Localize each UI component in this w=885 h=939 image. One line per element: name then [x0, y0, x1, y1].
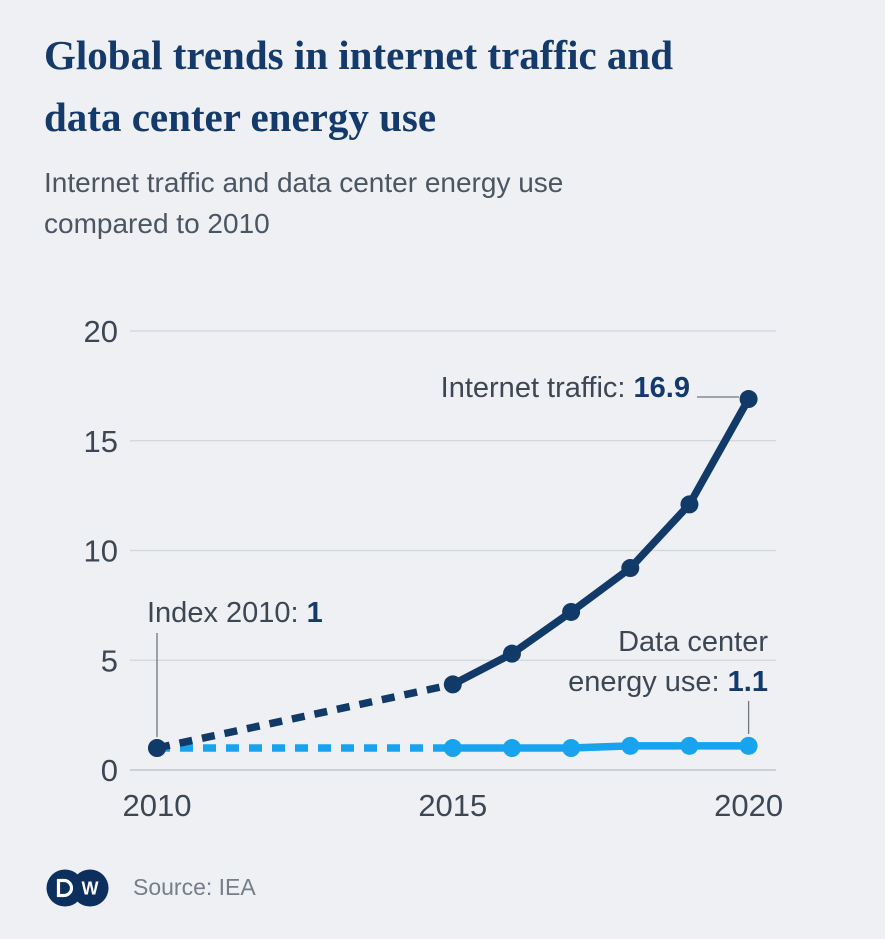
- annotation-index-2010-label: Index 2010:: [147, 597, 307, 629]
- data-center-energy-use-line: [449, 742, 753, 752]
- y-tick-label: 20: [84, 314, 118, 349]
- annotation-data-center-label: energy use:: [568, 666, 728, 698]
- y-tick-label: 15: [84, 424, 118, 459]
- page-title-line1: Global trends in internet traffic and: [44, 32, 674, 78]
- data-center-energy-use-point: [443, 739, 462, 758]
- x-tick-label: 2015: [418, 788, 487, 823]
- annotation-index-2010-value: 1: [306, 597, 323, 629]
- internet-traffic-point: [443, 675, 462, 694]
- x-tick-label: 2020: [714, 788, 783, 823]
- internet-traffic-point: [502, 644, 521, 663]
- internet-traffic-point: [621, 559, 640, 578]
- dw-logo: W: [46, 869, 109, 907]
- page-title: Global trends in internet traffic and da…: [44, 24, 673, 148]
- page-title-line2: data center energy use: [44, 94, 437, 140]
- data-center-energy-use-point: [562, 739, 581, 758]
- y-tick-label: 5: [101, 643, 118, 678]
- data-center-energy-use-point: [739, 736, 758, 755]
- data-center-energy-use-point: [621, 736, 640, 755]
- internet-traffic-point: [562, 602, 581, 621]
- annotation-internet-traffic: Internet traffic: 16.9: [441, 368, 690, 408]
- annotation-data-center-line2: energy use: 1.1: [568, 662, 768, 702]
- annotation-data-center: Data center energy use: 1.1: [568, 622, 768, 702]
- annotation-internet-traffic-label: Internet traffic:: [440, 372, 634, 404]
- source-label: Source: IEA: [133, 874, 256, 900]
- internet-traffic-point: [680, 495, 699, 514]
- dw-logo-letter-d-icon: [56, 878, 74, 898]
- dw-logo-letter-w: W: [82, 879, 99, 899]
- internet-traffic-point: [148, 739, 166, 758]
- annotation-data-center-line1: Data center: [618, 626, 768, 658]
- internet-traffic-point: [739, 390, 758, 409]
- subtitle: Internet traffic and data center energy …: [44, 167, 564, 239]
- annotation-index-2010: Index 2010: 1: [147, 593, 323, 633]
- y-tick-label: 0: [101, 753, 118, 788]
- internet-traffic-line-dashed: [156, 680, 454, 752]
- dw-logo-circle-w: [71, 869, 109, 907]
- data-center-energy-use-point: [680, 736, 699, 755]
- internet-traffic-line: [449, 395, 753, 689]
- x-tick-label: 2010: [123, 788, 192, 823]
- y-tick-label: 10: [84, 534, 118, 569]
- data-center-energy-use-point: [502, 739, 521, 758]
- annotation-data-center-value: 1.1: [727, 666, 768, 698]
- annotation-internet-traffic-value: 16.9: [633, 372, 690, 404]
